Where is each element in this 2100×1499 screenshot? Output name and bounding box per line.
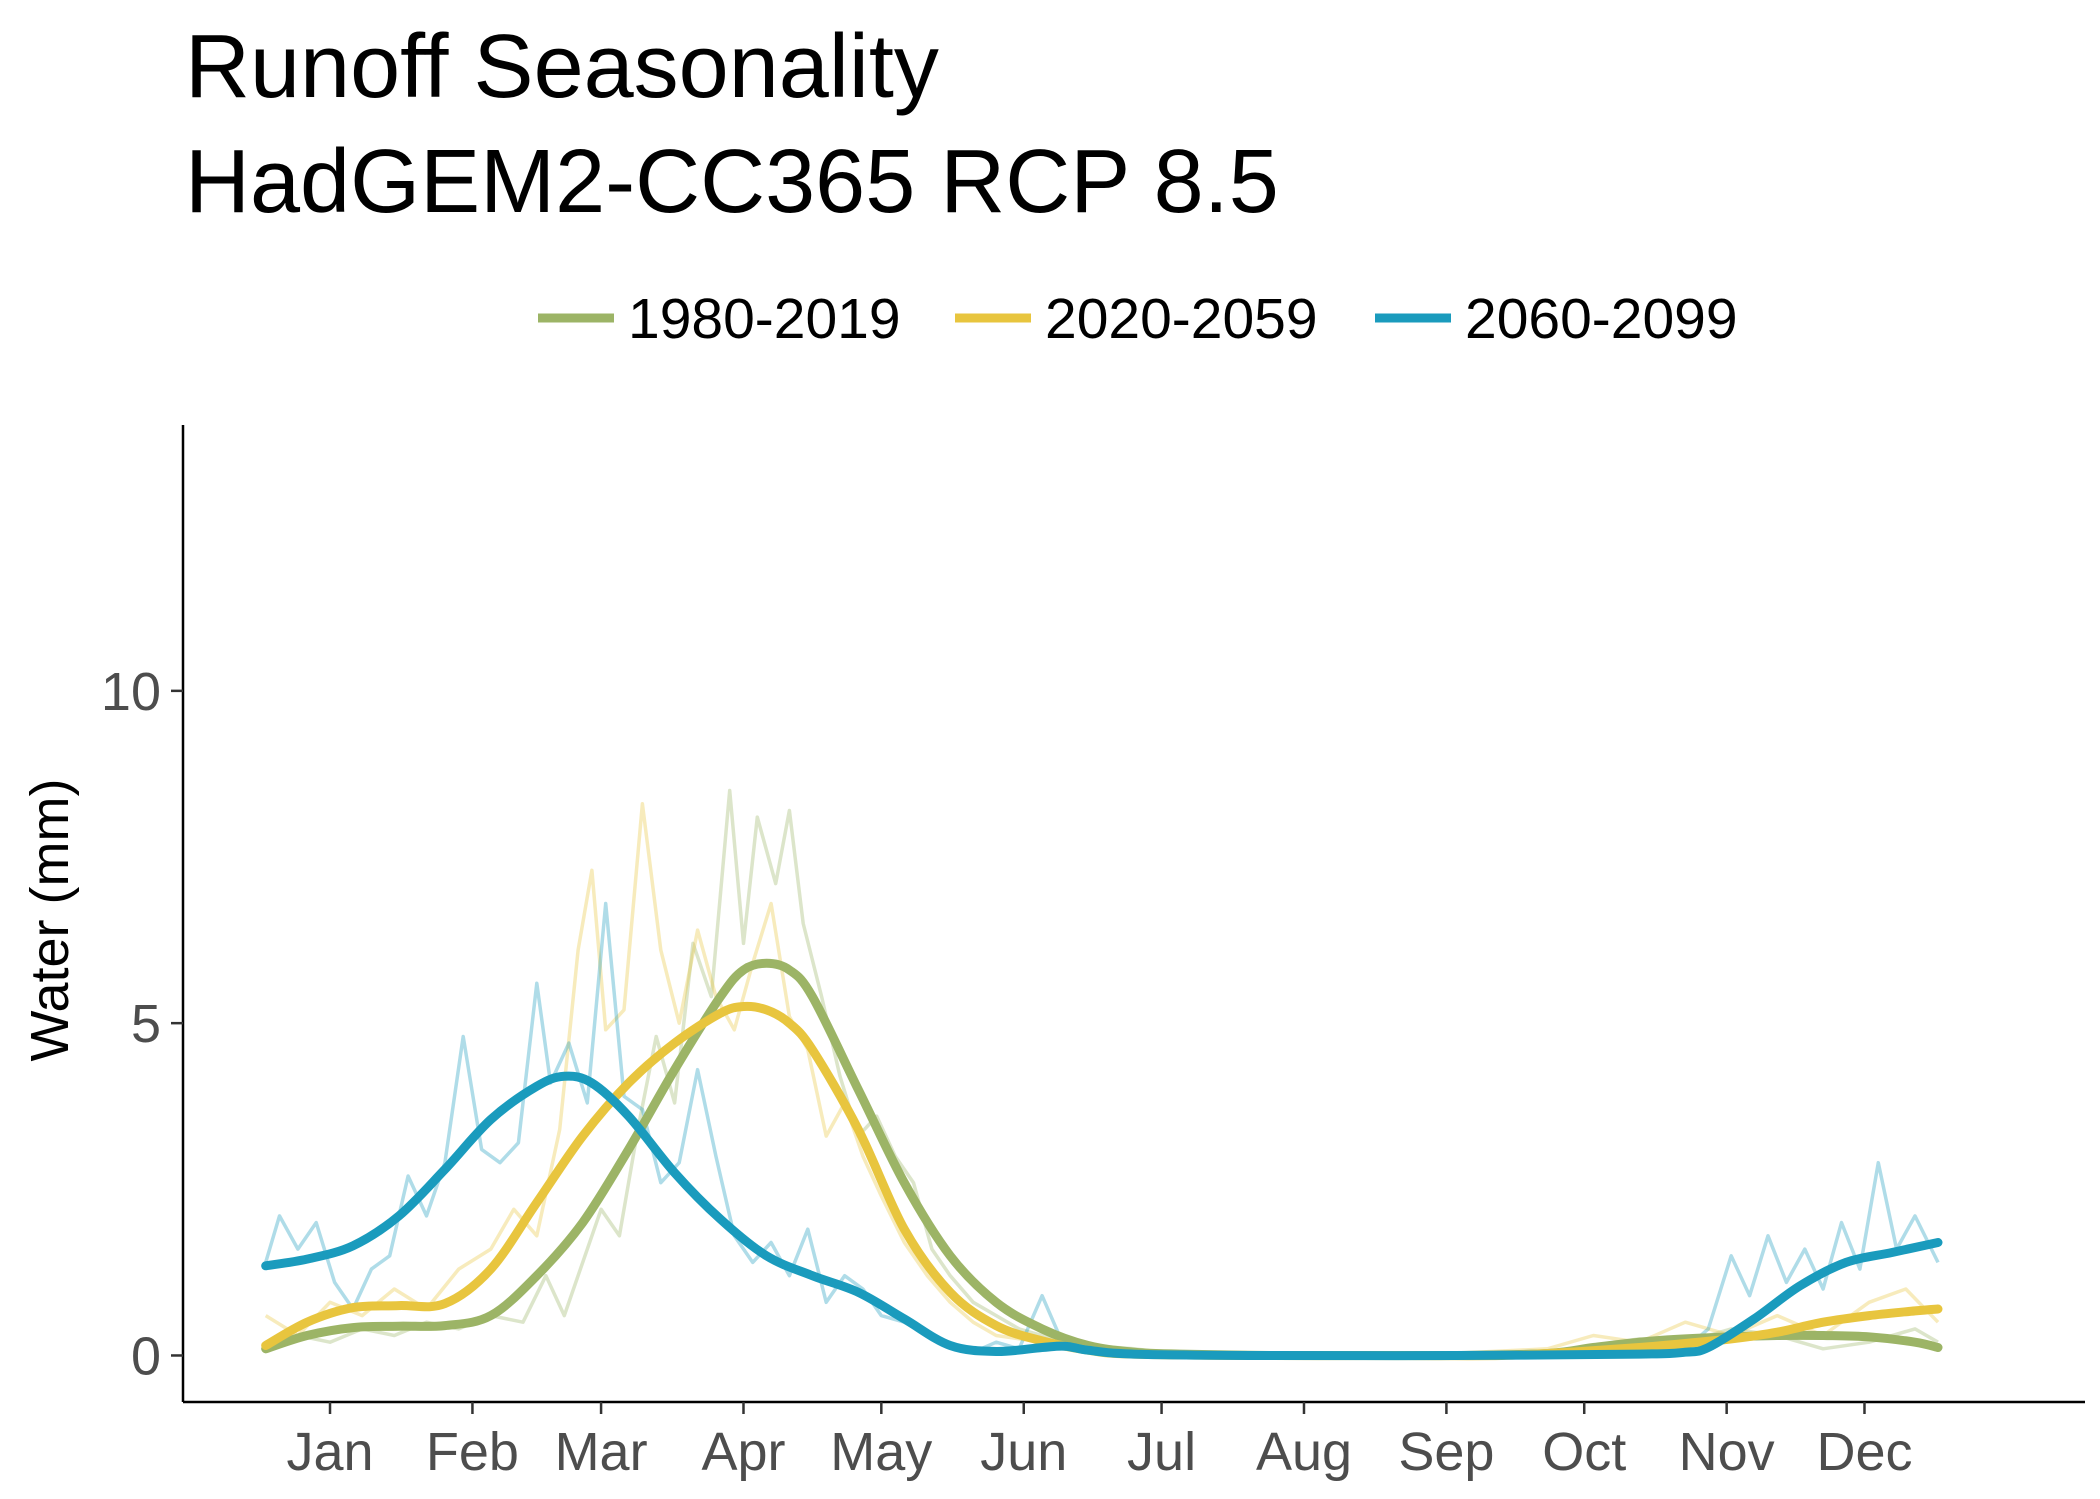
raw-line-1980-2019	[265, 788, 1939, 1358]
smoothed-lines	[261, 958, 1943, 1361]
x-tick-label: Jul	[1127, 1422, 1196, 1482]
x-tick-label: Sep	[1398, 1422, 1494, 1482]
x-tick-label: Nov	[1679, 1422, 1775, 1482]
x-tick-label: Mar	[555, 1422, 648, 1482]
raw-line-2060-2099	[264, 901, 1940, 1358]
legend-item-1980-2019: 1980-2019	[538, 287, 901, 351]
y-axis-title: Water (mm)	[20, 779, 80, 1062]
legend-item-2020-2059: 2020-2059	[955, 287, 1318, 351]
legend-label: 2020-2059	[1045, 287, 1318, 351]
x-tick-label: Dec	[1816, 1422, 1912, 1482]
x-tick-label: Feb	[426, 1422, 519, 1482]
x-tick-label: May	[830, 1422, 932, 1482]
raw-lines	[264, 788, 1940, 1358]
x-axis-ticks: Jan Feb Mar Apr May Jun Jul Aug Sep Oct Nov Dec	[286, 1402, 1912, 1482]
chart-subtitle: HadGEM2-CC365 RCP 8.5	[185, 132, 1279, 232]
x-tick-label: Oct	[1542, 1422, 1626, 1482]
y-tick-label: 10	[101, 662, 161, 722]
raw-line-2020-2059	[264, 802, 1940, 1358]
legend: 1980-2019 2020-2059 2060-2099	[538, 287, 1738, 351]
legend-label: 2060-2099	[1465, 287, 1738, 351]
x-tick-label: Jun	[980, 1422, 1067, 1482]
x-tick-label: Apr	[701, 1422, 785, 1482]
smoothed-line-1980-2019	[261, 958, 1943, 1361]
smoothed-line-2060-2099	[261, 1071, 1943, 1361]
x-tick-label: Aug	[1256, 1422, 1352, 1482]
smoothed-line-2020-2059	[261, 1001, 1943, 1361]
y-tick-label: 5	[131, 994, 161, 1054]
legend-label: 1980-2019	[628, 287, 901, 351]
y-axis-ticks: 0 5 10	[101, 662, 183, 1386]
legend-item-2060-2099: 2060-2099	[1375, 287, 1738, 351]
y-tick-label: 0	[131, 1326, 161, 1386]
chart-title: Runoff Seasonality	[185, 17, 939, 117]
x-tick-label: Jan	[286, 1422, 373, 1482]
